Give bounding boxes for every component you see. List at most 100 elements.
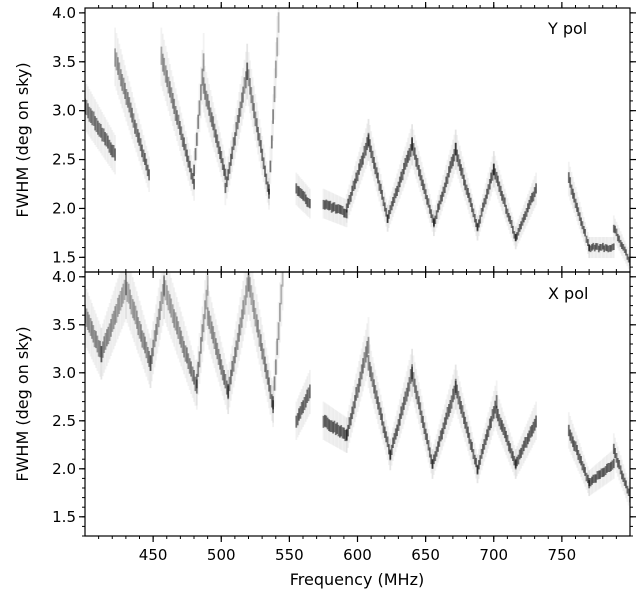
bottom-band-17-core <box>461 405 464 418</box>
bottom-y-tick-label: 3.5 <box>52 316 76 334</box>
top-band-20-core <box>592 242 595 250</box>
top-band-18-core <box>533 187 536 198</box>
bottom-x-tick-label: 500 <box>207 546 236 564</box>
bottom-band-13-core <box>386 436 389 448</box>
bottom-band-7-halo <box>242 280 244 342</box>
bottom-band-0-halo <box>91 303 93 360</box>
bottom-band-17-halo <box>458 381 461 424</box>
bottom-band-4-core <box>193 370 195 385</box>
top-band-6-core <box>262 157 265 170</box>
bottom-band-5-core <box>204 300 206 320</box>
top-band-9-core <box>334 204 337 214</box>
top-band-1-halo <box>118 43 121 100</box>
top-band-11-core <box>371 150 374 163</box>
bottom-band-16-core <box>439 430 442 442</box>
bottom-band-4-core <box>195 379 198 394</box>
bottom-band-5-core <box>198 351 201 368</box>
bottom-band-7-core <box>231 360 234 377</box>
bottom-band-7-halo <box>246 272 249 322</box>
bottom-band-10-core <box>307 387 310 402</box>
bottom-band-20-core <box>521 444 524 455</box>
top-band-2-halo <box>183 124 185 166</box>
top-band-18-core <box>518 224 521 232</box>
bottom-band-2-core <box>137 317 140 336</box>
top-band-0-core <box>102 128 105 142</box>
top-band-20-core <box>608 245 611 252</box>
bottom-band-2-core <box>144 336 146 354</box>
top-band-12-core <box>398 176 401 188</box>
top-band-1-core <box>131 107 133 123</box>
bottom-band-3-halo <box>160 272 163 333</box>
top-band-4-core <box>213 123 216 138</box>
bottom-band-1-core <box>118 294 121 314</box>
top-band-15 <box>454 129 479 241</box>
top-band-3-core <box>193 164 195 177</box>
bottom-band-9-halo <box>279 282 281 343</box>
bottom-band-7-core <box>246 277 249 298</box>
bottom-band-22-core <box>592 474 595 484</box>
top-band-8 <box>295 172 311 219</box>
top-band-19-core <box>572 188 574 199</box>
bottom-band-14-core <box>390 444 393 455</box>
top-band-2-core <box>186 149 188 162</box>
top-band-13 <box>411 124 435 237</box>
bottom-band-12-core <box>356 383 359 398</box>
bottom-band-14-halo <box>407 365 409 411</box>
top-band-11-core <box>370 145 373 159</box>
top-band-0-core <box>88 106 91 122</box>
bottom-band-13-core <box>370 366 373 382</box>
bottom-band-1-core <box>122 283 125 304</box>
top-band-1-core <box>132 113 135 128</box>
top-band-12-core <box>404 158 407 170</box>
top-band-6 <box>246 43 270 210</box>
bottom-band-12-core <box>362 358 364 374</box>
bottom-band-7-halo <box>240 289 243 348</box>
bottom-band-12-halo <box>356 367 359 412</box>
top-band-4-halo <box>202 59 205 113</box>
top-band-2-halo <box>164 45 167 102</box>
top-band-1-halo <box>129 86 132 135</box>
top-band-3-core <box>195 132 198 146</box>
bottom-band-4-halo <box>186 330 188 383</box>
bottom-band-12-halo <box>362 342 364 392</box>
bottom-band-6-halo <box>225 364 228 410</box>
top-band-8-core <box>299 188 302 198</box>
bottom-band-22-core <box>588 478 591 487</box>
top-band-1-core <box>136 129 139 143</box>
bottom-band-14-core <box>405 387 408 402</box>
bottom-band-18-core <box>490 416 492 429</box>
bottom-band-0-halo <box>95 313 97 368</box>
top-band-2-core <box>167 76 170 94</box>
top-band-19-core <box>581 221 584 230</box>
top-band-12-core <box>400 171 403 183</box>
top-band-6-halo <box>249 60 251 114</box>
bottom-band-17-core <box>457 390 460 405</box>
top-band-1-core <box>122 77 125 95</box>
top-band-21-core <box>621 242 623 249</box>
bottom-band-4-halo <box>178 306 181 363</box>
top-band-0-core <box>104 132 106 146</box>
bottom-band-4-halo <box>187 335 190 387</box>
top-band-15-core <box>472 208 475 218</box>
top-band-15-core <box>467 188 469 198</box>
top-band-2-halo <box>170 70 173 122</box>
bottom-band-21-core <box>577 450 580 460</box>
top-band-6-halo <box>246 43 249 100</box>
bottom-band-23-core <box>612 443 615 454</box>
bottom-band-15-halo <box>411 348 413 397</box>
top-band-4-core <box>209 107 212 123</box>
bottom-band-20-core <box>516 456 518 467</box>
bottom-band-6-halo <box>215 319 217 373</box>
top-band-3-core <box>194 148 197 161</box>
top-band-8-core <box>303 191 306 202</box>
bottom-band-1-halo <box>119 272 122 333</box>
bottom-band-14-core <box>411 366 413 382</box>
bottom-band-18-core <box>480 448 483 459</box>
top-band-19-core <box>578 212 581 221</box>
top-band-3-halo <box>201 49 204 105</box>
top-band-1-core <box>128 97 131 113</box>
bottom-band-3 <box>149 272 165 389</box>
bottom-band-7-halo <box>227 369 230 415</box>
bottom-band-18-core <box>492 406 495 419</box>
bottom-band-3-halo <box>151 329 153 382</box>
